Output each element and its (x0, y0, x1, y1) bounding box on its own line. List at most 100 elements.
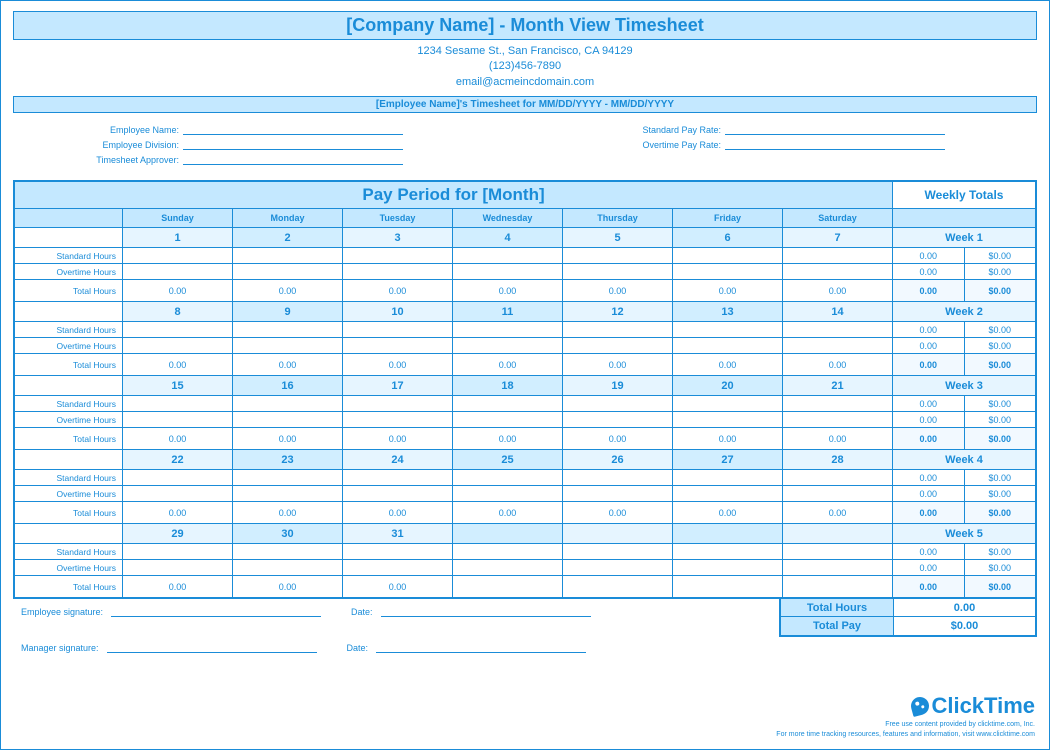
overtime-hours-cell[interactable] (563, 486, 673, 501)
brand-name: ClickTime (931, 693, 1035, 719)
total-hours-cell: 0.00 (563, 354, 673, 375)
total-hours-row: Total Hours0.000.000.000.000.000.000.000… (15, 501, 1035, 523)
standard-hours-cell[interactable] (673, 396, 783, 411)
total-hours-cell: 0.00 (673, 354, 783, 375)
total-hours-cell: 0.00 (343, 576, 453, 597)
overtime-hours-cell[interactable] (783, 560, 893, 575)
standard-hours-cell[interactable] (673, 322, 783, 337)
date-cell: 12 (563, 302, 673, 321)
overtime-hours-cell[interactable] (123, 264, 233, 279)
overtime-hours-cell[interactable] (453, 486, 563, 501)
employee-date-label: Date: (351, 607, 373, 617)
standard-hours-cell[interactable] (453, 470, 563, 485)
overtime-hours-cell[interactable] (673, 264, 783, 279)
standard-hours-cell[interactable] (233, 544, 343, 559)
standard-hours-cell[interactable] (123, 544, 233, 559)
day-header: Thursday (563, 209, 673, 227)
standard-hours-cell[interactable] (123, 396, 233, 411)
overtime-hours-cell[interactable] (343, 264, 453, 279)
standard-hours-cell[interactable] (233, 322, 343, 337)
standard-hours-cell[interactable] (453, 544, 563, 559)
standard-hours-cell[interactable] (783, 396, 893, 411)
standard-hours-cell[interactable] (673, 248, 783, 263)
standard-hours-cell[interactable] (783, 470, 893, 485)
overtime-hours-cell[interactable] (453, 560, 563, 575)
overtime-hours-cell[interactable] (123, 412, 233, 427)
overtime-hours-cell[interactable] (673, 560, 783, 575)
overtime-hours-cell[interactable] (233, 412, 343, 427)
total-hours-cell: 0.00 (123, 502, 233, 523)
overtime-hours-cell[interactable] (563, 338, 673, 353)
standard-hours-cell[interactable] (343, 544, 453, 559)
week-label: Week 1 (893, 228, 1035, 247)
date-cell: 2 (233, 228, 343, 247)
timesheet-approver-input[interactable] (183, 153, 403, 165)
standard-hours-cell[interactable] (233, 470, 343, 485)
employee-signature-line[interactable] (111, 603, 321, 617)
employee-name-input[interactable] (183, 123, 403, 135)
standard-hours-cell[interactable] (563, 544, 673, 559)
standard-hours-cell[interactable] (123, 322, 233, 337)
standard-hours-cell[interactable] (123, 470, 233, 485)
standard-hours-cell[interactable] (783, 322, 893, 337)
overtime-hours-cell[interactable] (343, 560, 453, 575)
overtime-hours-cell[interactable] (233, 338, 343, 353)
overtime-hours-cell[interactable] (453, 412, 563, 427)
standard-hours-cell[interactable] (453, 248, 563, 263)
total-hours-row: Total Hours0.000.000.000.000.000.000.000… (15, 279, 1035, 301)
standard-hours-cell[interactable] (673, 470, 783, 485)
total-hours-cell: 0.00 (233, 354, 343, 375)
overtime-hours-cell[interactable] (783, 412, 893, 427)
overtime-hours-cell[interactable] (453, 338, 563, 353)
standard-hours-cell[interactable] (563, 396, 673, 411)
overtime-hours-cell[interactable] (233, 264, 343, 279)
overtime-hours-cell[interactable] (453, 264, 563, 279)
overtime-hours-cell[interactable] (783, 486, 893, 501)
overtime-hours-cell[interactable] (233, 486, 343, 501)
overtime-hours-cell[interactable] (123, 338, 233, 353)
week-date-row: 22232425262728Week 4 (15, 449, 1035, 469)
overtime-hours-cell[interactable] (563, 412, 673, 427)
overtime-hours-cell[interactable] (673, 412, 783, 427)
standard-hours-cell[interactable] (233, 396, 343, 411)
standard-hours-cell[interactable] (563, 248, 673, 263)
standard-hours-cell[interactable] (343, 470, 453, 485)
standard-hours-cell[interactable] (343, 396, 453, 411)
standard-hours-cell[interactable] (123, 248, 233, 263)
overtime-hours-cell[interactable] (673, 338, 783, 353)
overtime-hours-cell[interactable] (563, 560, 673, 575)
standard-hours-cell[interactable] (453, 396, 563, 411)
standard-hours-cell[interactable] (783, 544, 893, 559)
total-hours-label: Total Hours (15, 354, 123, 375)
overtime-hours-cell[interactable] (783, 338, 893, 353)
employee-date-line[interactable] (381, 603, 591, 617)
standard-hours-cell[interactable] (343, 248, 453, 263)
date-cell: 19 (563, 376, 673, 395)
overtime-hours-cell[interactable] (783, 264, 893, 279)
overtime-hours-cell[interactable] (673, 486, 783, 501)
overtime-hours-cell[interactable] (563, 264, 673, 279)
overtime-hours-cell[interactable] (123, 560, 233, 575)
employee-division-input[interactable] (183, 138, 403, 150)
standard-hours-cell[interactable] (783, 248, 893, 263)
weekly-totals-title: Weekly Totals (893, 182, 1035, 209)
overtime-hours-cell[interactable] (123, 486, 233, 501)
manager-date-line[interactable] (376, 639, 586, 653)
standard-hours-cell[interactable] (673, 544, 783, 559)
standard-hours-cell[interactable] (453, 322, 563, 337)
overtime-rate-input[interactable] (725, 138, 945, 150)
standard-hours-cell[interactable] (233, 248, 343, 263)
standard-hours-label: Standard Hours (15, 248, 123, 263)
manager-signature-line[interactable] (107, 639, 317, 653)
standard-hours-cell[interactable] (343, 322, 453, 337)
overtime-hours-cell[interactable] (343, 486, 453, 501)
overtime-hours-cell[interactable] (233, 560, 343, 575)
standard-hours-cell[interactable] (563, 322, 673, 337)
date-cell: 15 (123, 376, 233, 395)
standard-rate-input[interactable] (725, 123, 945, 135)
standard-hours-cell[interactable] (563, 470, 673, 485)
row-blank (15, 450, 123, 469)
overtime-hours-cell[interactable] (343, 412, 453, 427)
week-std-pay: $0.00 (965, 470, 1036, 485)
overtime-hours-cell[interactable] (343, 338, 453, 353)
